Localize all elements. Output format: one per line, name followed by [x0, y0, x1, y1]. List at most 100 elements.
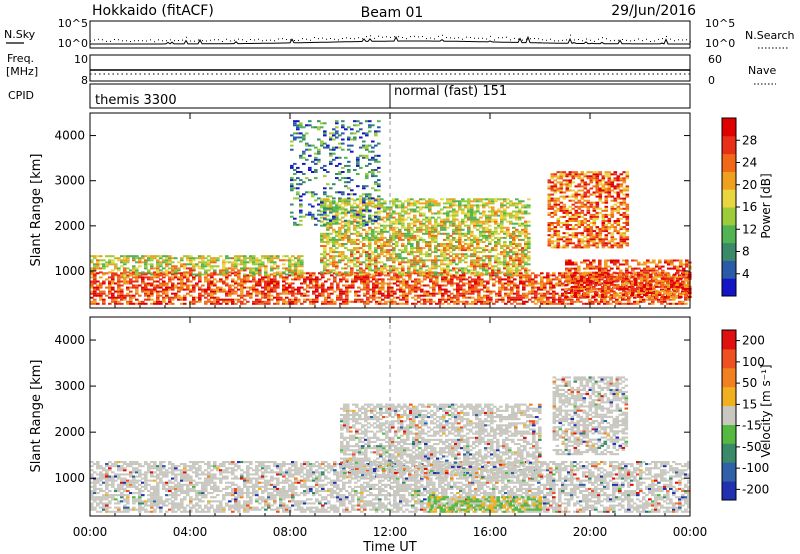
- heatmap-cell: [494, 236, 498, 239]
- heatmap-cell: [180, 280, 184, 283]
- heatmap-cell: [378, 300, 382, 303]
- heatmap-cell: [135, 280, 139, 283]
- heatmap-cell: [353, 206, 357, 209]
- heatmap-cell: [616, 205, 621, 208]
- heatmap-cell: [595, 238, 600, 241]
- heatmap-cell: [559, 226, 564, 229]
- heatmap-cell: [429, 300, 433, 303]
- heatmap-cell: [198, 255, 202, 258]
- heatmap-cell: [589, 244, 594, 247]
- heatmap-cell: [246, 276, 250, 279]
- heatmap-cell: [476, 271, 480, 274]
- heatmap-cell: [123, 261, 127, 264]
- heatmap-cell: [353, 228, 357, 231]
- heatmap-cell: [362, 222, 366, 225]
- heatmap-cell: [491, 247, 495, 250]
- heatmap-cell: [503, 265, 507, 268]
- heatmap-cell: [243, 263, 247, 266]
- heatmap-cell: [93, 255, 97, 258]
- heatmap-cell: [335, 243, 339, 245]
- heatmap-cell: [420, 280, 424, 283]
- heatmap-cell: [491, 238, 495, 241]
- heatmap-cell: [506, 232, 510, 235]
- heatmap-cell: [589, 193, 594, 196]
- heatmap-cell: [381, 280, 385, 283]
- heatmap-cell: [231, 265, 235, 268]
- heatmap-cell: [135, 269, 139, 272]
- heatmap-cell: [228, 300, 232, 303]
- heatmap-cell: [387, 294, 391, 297]
- heatmap-cell: [431, 259, 435, 262]
- heatmap-cell: [359, 234, 363, 237]
- heatmap-cell: [93, 286, 97, 289]
- heatmap-cell: [459, 278, 463, 281]
- heatmap-cell: [347, 234, 351, 237]
- heatmap-cell: [240, 267, 244, 270]
- heatmap-cell: [332, 251, 336, 254]
- heatmap-cell: [645, 280, 649, 283]
- heatmap-cell: [580, 215, 585, 218]
- heatmap-cell: [543, 294, 547, 297]
- heatmap-cell: [527, 204, 531, 207]
- heatmap-cell: [619, 203, 624, 206]
- heatmap-cell: [306, 272, 310, 275]
- heatmap-cell: [592, 171, 597, 174]
- heatmap-cell: [345, 290, 349, 293]
- heatmap-cell: [407, 271, 411, 274]
- heatmap-cell: [458, 249, 462, 252]
- heatmap-cell: [147, 271, 151, 274]
- heatmap-cell: [225, 298, 229, 301]
- heatmap-cell: [455, 232, 459, 235]
- heatmap-cell: [326, 214, 330, 217]
- heatmap-cell: [434, 234, 438, 237]
- heatmap-cell: [509, 271, 513, 274]
- heatmap-cell: [449, 198, 453, 201]
- heatmap-cell: [503, 273, 507, 276]
- heatmap-cell: [420, 288, 424, 291]
- heatmap-cell: [672, 294, 676, 297]
- heatmap-cell: [622, 213, 627, 216]
- heatmap-cell: [117, 259, 121, 262]
- heatmap-cell: [90, 300, 94, 303]
- heatmap-cell: [237, 300, 241, 303]
- heatmap-cell: [114, 282, 118, 285]
- heatmap-cell: [267, 284, 271, 287]
- heatmap-cell: [595, 187, 600, 190]
- heatmap-cell: [506, 253, 510, 256]
- heatmap-cell: [375, 274, 379, 277]
- heatmap-cell: [461, 271, 465, 274]
- heatmap-cell: [522, 288, 526, 291]
- heatmap-cell: [568, 173, 573, 176]
- heatmap-cell: [381, 292, 385, 295]
- heatmap-cell: [431, 238, 435, 241]
- heatmap-cell: [613, 177, 618, 180]
- heatmap-cell: [401, 222, 405, 225]
- heatmap-cell: [592, 217, 597, 220]
- heatmap-cell: [404, 200, 408, 203]
- heatmap-cell: [368, 267, 372, 270]
- heatmap-cell: [177, 286, 181, 289]
- heatmap-cell: [497, 226, 501, 229]
- heatmap-cell: [491, 230, 495, 233]
- heatmap-cell: [619, 242, 624, 245]
- heatmap-cell: [380, 238, 384, 241]
- heatmap-cell: [350, 204, 354, 207]
- heatmap-cell: [384, 302, 388, 305]
- heatmap-cell: [467, 210, 471, 213]
- heatmap-cell: [165, 271, 169, 274]
- heatmap-cell: [285, 292, 289, 295]
- heatmap-cell: [321, 294, 325, 297]
- heatmap-cell: [201, 267, 205, 270]
- heatmap-cell: [399, 286, 403, 289]
- heatmap-cell: [258, 269, 262, 272]
- heatmap-cell: [369, 280, 373, 283]
- heatmap-cell: [350, 208, 354, 211]
- heatmap-cell: [368, 245, 372, 247]
- heatmap-cell: [120, 294, 124, 297]
- heatmap-cell: [627, 288, 631, 291]
- heatmap-cell: [509, 220, 513, 223]
- heatmap-cell: [356, 269, 360, 272]
- heatmap-cell: [612, 300, 616, 303]
- heatmap-cell: [129, 296, 133, 299]
- heatmap-cell: [162, 284, 166, 287]
